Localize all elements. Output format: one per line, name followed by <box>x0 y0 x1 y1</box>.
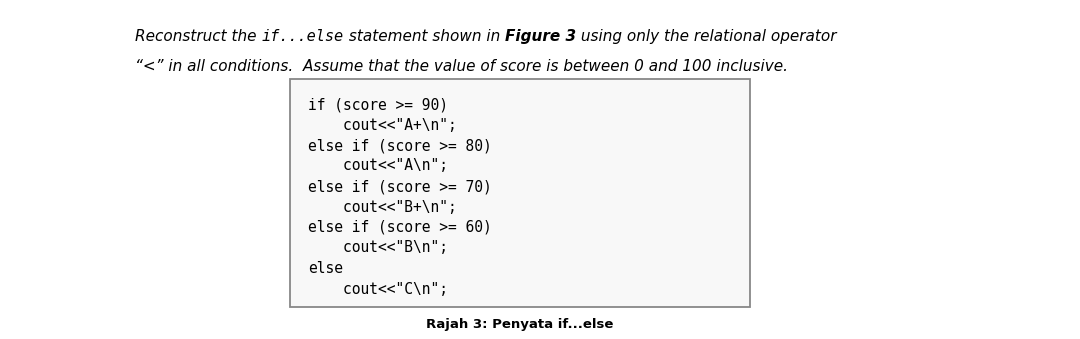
Text: Figure 3: Figure 3 <box>504 29 576 44</box>
Text: statement shown in: statement shown in <box>343 29 504 44</box>
Text: else if (score >= 70): else if (score >= 70) <box>308 179 491 194</box>
Text: Reconstruct the: Reconstruct the <box>135 29 261 44</box>
Text: if...else: if...else <box>261 29 343 44</box>
Text: else if (score >= 60): else if (score >= 60) <box>308 220 491 235</box>
Text: cout<<"C\n";: cout<<"C\n"; <box>308 281 448 297</box>
Bar <box>291 79 750 307</box>
Text: using only the relational operator: using only the relational operator <box>576 29 836 44</box>
Text: else: else <box>308 261 343 276</box>
Text: cout<<"A\n";: cout<<"A\n"; <box>308 159 448 174</box>
Text: cout<<"A+\n";: cout<<"A+\n"; <box>308 118 457 133</box>
Text: cout<<"B+\n";: cout<<"B+\n"; <box>308 199 457 215</box>
Text: “<” in all conditions.  Assume that the value of score is between 0 and 100 incl: “<” in all conditions. Assume that the v… <box>135 59 788 74</box>
Text: cout<<"B\n";: cout<<"B\n"; <box>308 240 448 256</box>
Text: else if (score >= 80): else if (score >= 80) <box>308 138 491 153</box>
Text: if (score >= 90): if (score >= 90) <box>308 97 448 112</box>
Text: Rajah 3: Penyata if...else: Rajah 3: Penyata if...else <box>427 318 613 331</box>
